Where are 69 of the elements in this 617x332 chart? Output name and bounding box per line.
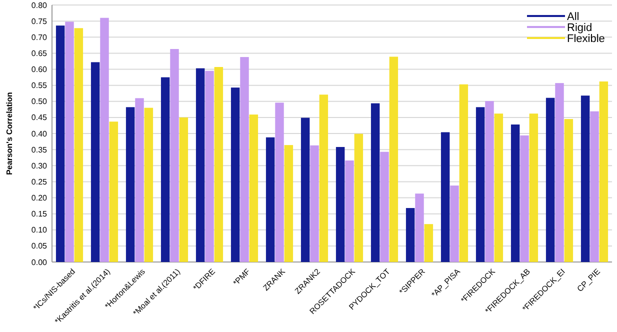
bar (196, 68, 205, 262)
bar (345, 160, 354, 262)
bar (90, 62, 100, 262)
bar (555, 83, 564, 262)
y-tick-label: 0.80 (31, 0, 48, 10)
y-tick-label: 0.75 (31, 16, 48, 26)
bar (590, 111, 599, 262)
bar (415, 194, 424, 262)
legend-label: Flexible (567, 33, 605, 45)
y-tick-label: 0.60 (31, 65, 48, 74)
bar (56, 26, 65, 262)
bar (546, 98, 555, 262)
y-tick-label: 0.20 (31, 194, 48, 203)
legend-label: All (567, 11, 580, 23)
y-tick-label: 0.35 (31, 145, 48, 154)
bar (300, 118, 310, 262)
bar (424, 224, 434, 262)
bar (65, 22, 74, 262)
y-tick-label: 0.45 (31, 113, 48, 122)
bar (179, 117, 188, 262)
bar (74, 28, 84, 262)
y-tick-label: 0.00 (31, 258, 48, 267)
bar (100, 18, 109, 262)
y-tick-label: 0.10 (31, 226, 48, 235)
bar (354, 134, 364, 262)
bar (109, 122, 118, 262)
bar (126, 107, 135, 262)
bar (230, 88, 240, 262)
bar (240, 57, 249, 262)
bar (310, 145, 319, 262)
bar (205, 70, 214, 262)
bar (284, 145, 294, 262)
bar (170, 49, 179, 262)
bar (564, 119, 574, 262)
bar (485, 101, 494, 262)
bar (380, 152, 389, 262)
bar (135, 98, 144, 262)
bar (214, 67, 224, 262)
bar (144, 108, 154, 262)
bar (406, 208, 415, 262)
y-tick-label: 0.30 (31, 161, 48, 170)
y-tick-label: 0.25 (31, 177, 48, 186)
bar (370, 103, 380, 262)
y-tick-label: 0.65 (31, 48, 48, 58)
bar (580, 96, 590, 262)
bar (249, 114, 258, 262)
y-tick-label: 0.70 (31, 32, 48, 42)
bar (440, 132, 450, 262)
bar (459, 84, 468, 262)
bar (389, 56, 398, 262)
bar (275, 102, 284, 262)
bar (476, 107, 485, 262)
y-tick-label: 0.40 (31, 129, 48, 138)
bar (520, 135, 529, 262)
y-tick-label: 0.50 (31, 97, 48, 106)
bar (494, 114, 504, 262)
y-axis-title: Pearson's Correlation (5, 92, 14, 175)
bar (319, 94, 328, 262)
bar (160, 77, 170, 262)
bar (266, 137, 275, 262)
bar (599, 81, 608, 262)
bar (336, 146, 345, 262)
bar (529, 114, 538, 262)
bar (450, 186, 459, 262)
y-tick-label: 0.55 (31, 81, 48, 90)
legend-label: Rigid (567, 22, 592, 34)
bar (510, 124, 520, 262)
y-tick-label: 0.15 (31, 210, 48, 219)
y-tick-label: 0.05 (31, 242, 48, 251)
